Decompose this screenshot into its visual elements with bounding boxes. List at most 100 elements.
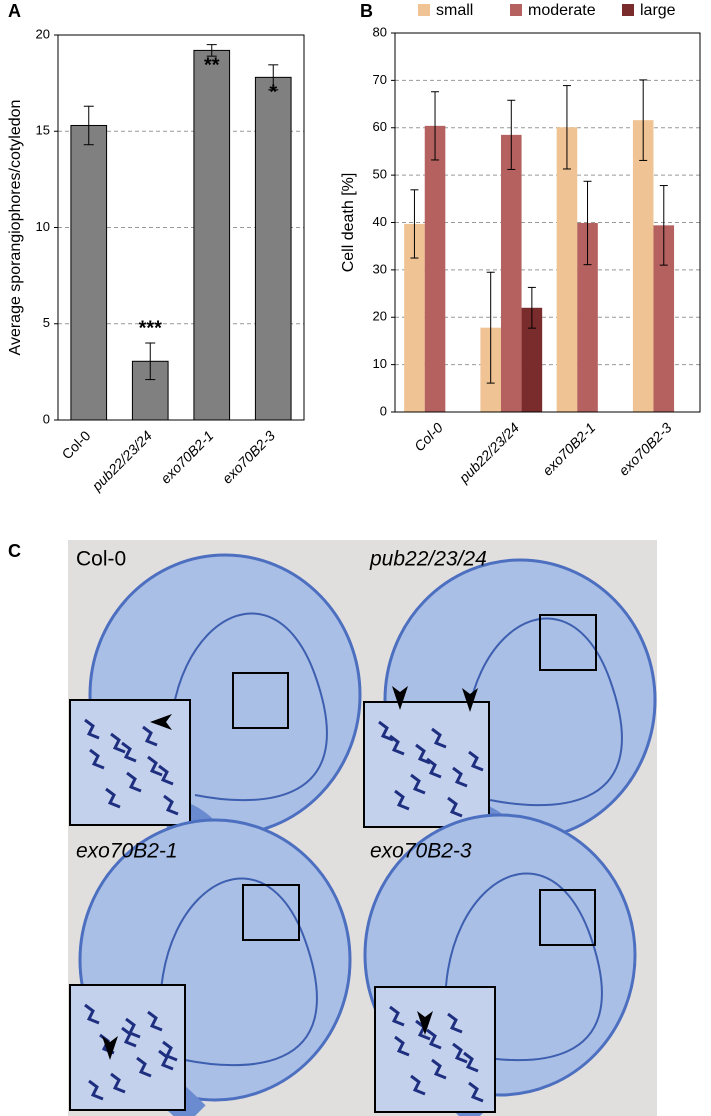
hypha xyxy=(158,764,174,786)
hypha xyxy=(452,1042,468,1064)
x-tick-label: exo70B2-3 xyxy=(615,419,674,478)
zoom-box xyxy=(539,614,597,671)
hypha xyxy=(125,1017,141,1039)
hypha xyxy=(431,1058,447,1080)
photo-label: exo70B2-1 xyxy=(76,840,178,863)
y-axis-label: Average sporangiophores/cotyledon xyxy=(7,100,24,356)
hypha xyxy=(136,1056,152,1078)
hypha xyxy=(378,720,394,742)
bar xyxy=(500,134,522,412)
hypha xyxy=(162,1040,178,1062)
hypha xyxy=(394,1035,410,1057)
hypha xyxy=(447,1012,463,1034)
photo-label: Col-0 xyxy=(76,548,126,571)
bar xyxy=(577,222,598,412)
inset xyxy=(69,699,191,826)
bar xyxy=(424,125,446,412)
significance: * xyxy=(269,82,277,104)
hypha xyxy=(410,773,426,795)
hypha xyxy=(415,1019,431,1041)
plot-frame xyxy=(57,34,305,421)
hypha xyxy=(158,1049,174,1071)
hypha xyxy=(431,727,447,749)
photo-label: exo70B2-3 xyxy=(370,840,472,863)
hypha xyxy=(394,789,410,811)
y-tick-label: 40 xyxy=(373,214,387,229)
legend-swatch xyxy=(622,4,634,16)
x-tick-label: pub22/23/24 xyxy=(88,427,155,494)
arrowhead xyxy=(102,1036,118,1060)
x-tick-label: Col-0 xyxy=(411,419,446,454)
hypha xyxy=(84,1003,100,1025)
x-tick-label: Col-0 xyxy=(59,427,94,462)
hypha xyxy=(147,755,163,777)
panel-label: A xyxy=(8,1,21,21)
y-tick-label: 70 xyxy=(373,72,387,87)
y-tick-label: 0 xyxy=(380,403,387,418)
bar xyxy=(193,49,231,421)
plot-frame xyxy=(394,32,701,413)
hypha xyxy=(84,718,100,740)
bar xyxy=(404,223,425,412)
legend-label: large xyxy=(640,2,676,19)
hypha xyxy=(105,787,121,809)
y-tick-label: 10 xyxy=(36,219,50,234)
hypha xyxy=(121,1026,137,1048)
legend-label: small xyxy=(436,2,473,19)
inset xyxy=(374,986,496,1113)
vein xyxy=(159,877,318,1091)
panel-label: B xyxy=(360,1,373,21)
hypha xyxy=(426,1028,442,1050)
hypha xyxy=(121,741,137,763)
hypha xyxy=(389,1005,405,1027)
x-tick-label: exo70B2-1 xyxy=(157,427,216,486)
inset xyxy=(363,701,490,828)
hypha xyxy=(147,1010,163,1032)
hypha xyxy=(468,750,484,772)
arrowhead xyxy=(150,714,172,730)
y-tick-label: 50 xyxy=(373,167,387,182)
bar xyxy=(632,120,654,413)
micrographs: Col-0 pub22/23/24 exo70B2-1 exo70B2-3 xyxy=(68,540,657,1116)
vein xyxy=(444,872,603,1086)
y-tick-label: 10 xyxy=(373,356,387,371)
hypha xyxy=(110,1072,126,1094)
bar xyxy=(556,127,578,413)
arrowhead xyxy=(417,1011,433,1035)
significance: *** xyxy=(139,317,163,339)
y-tick-label: 60 xyxy=(373,119,387,134)
hypha xyxy=(163,794,179,816)
hypha xyxy=(88,1079,104,1101)
hypha xyxy=(468,1081,484,1103)
y-tick-label: 20 xyxy=(36,26,50,41)
hypha xyxy=(142,725,158,747)
arrowhead xyxy=(392,686,408,710)
zoom-box xyxy=(232,672,289,729)
significance: ** xyxy=(204,55,220,77)
hypha xyxy=(126,771,142,793)
y-tick-label: 15 xyxy=(36,123,50,138)
legend-swatch xyxy=(510,4,522,16)
y-tick-label: 80 xyxy=(373,24,387,39)
x-tick-label: pub22/23/24 xyxy=(455,419,522,486)
y-tick-label: 0 xyxy=(43,411,50,426)
zoom-box xyxy=(539,889,596,946)
bar xyxy=(254,76,292,421)
bar xyxy=(70,124,108,421)
vein xyxy=(169,612,328,826)
panel-label: C xyxy=(8,541,21,561)
hypha xyxy=(89,748,105,770)
photo-label: pub22/23/24 xyxy=(369,548,487,571)
hypha xyxy=(415,743,431,765)
hypha xyxy=(447,796,463,818)
hypha xyxy=(452,766,468,788)
hypha xyxy=(463,1051,479,1073)
zoom-box xyxy=(242,884,300,941)
x-tick-label: exo70B2-3 xyxy=(219,427,278,486)
legend-label: moderate xyxy=(528,2,596,19)
x-tick-label: exo70B2-1 xyxy=(539,419,598,478)
hypha xyxy=(110,732,126,754)
hypha xyxy=(410,1074,426,1096)
hypha xyxy=(389,734,405,756)
